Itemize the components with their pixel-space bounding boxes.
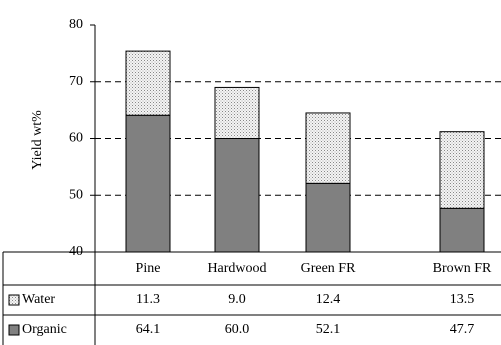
legend-label: Water [22, 292, 55, 307]
x-tick-label: Green FR [301, 261, 356, 276]
legend-label: Organic [22, 322, 67, 337]
bar-segment [214, 86, 260, 140]
legend-swatch [8, 324, 20, 336]
y-tick-label: 40 [69, 244, 83, 259]
y-tick-label: 80 [69, 17, 83, 32]
bar-segment [305, 112, 351, 184]
table-value: 64.1 [136, 322, 161, 337]
table-value: 11.3 [136, 292, 160, 307]
bar-segment [439, 207, 485, 253]
table-value: 60.0 [225, 322, 250, 337]
legend-swatch [8, 294, 20, 306]
table-value: 13.5 [450, 292, 475, 307]
y-tick-label: 50 [69, 187, 83, 202]
bar-segment [125, 114, 171, 253]
y-tick-label: 60 [69, 131, 83, 146]
table-value: 47.7 [450, 322, 475, 337]
table-value: 12.4 [316, 292, 341, 307]
x-tick-label: Hardwood [207, 261, 266, 276]
y-axis-label: Yield wt% [30, 110, 45, 170]
bar-segment [214, 138, 260, 253]
bar-segment [305, 182, 351, 253]
table-value: 9.0 [228, 292, 246, 307]
bar-segment [125, 50, 171, 116]
x-tick-label: Pine [136, 261, 161, 276]
bar-segment [439, 131, 485, 209]
x-tick-label: Brown FR [433, 261, 492, 276]
y-tick-label: 70 [69, 74, 83, 89]
table-value: 52.1 [316, 322, 341, 337]
